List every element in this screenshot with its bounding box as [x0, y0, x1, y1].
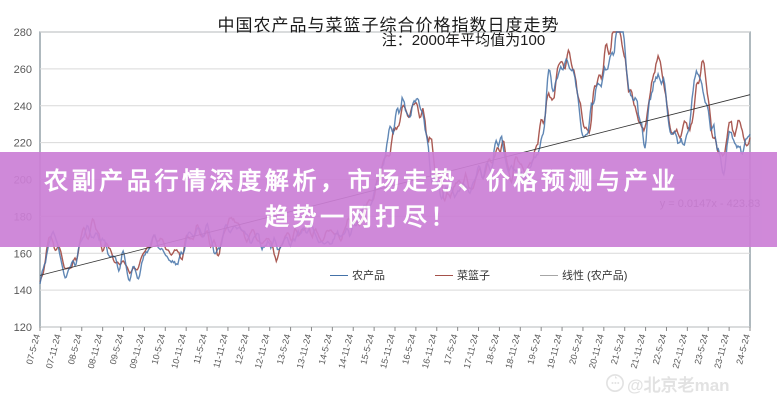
- svg-text:220: 220: [14, 138, 32, 150]
- svg-text:12-11-24: 12-11-24: [253, 333, 272, 370]
- svg-text:08-5-24: 08-5-24: [66, 333, 84, 366]
- svg-text:17-5-24: 17-5-24: [442, 333, 460, 366]
- svg-text:20-5-24: 20-5-24: [567, 333, 585, 366]
- svg-text:23-11-24: 23-11-24: [712, 333, 731, 370]
- svg-text:260: 260: [14, 64, 32, 76]
- svg-text:09-5-24: 09-5-24: [108, 333, 126, 366]
- svg-text:19-11-24: 19-11-24: [545, 333, 564, 370]
- svg-text:17-11-24: 17-11-24: [462, 333, 481, 370]
- svg-text:120: 120: [14, 322, 32, 334]
- svg-text:13-5-24: 13-5-24: [275, 333, 293, 366]
- svg-text:15-11-24: 15-11-24: [378, 333, 397, 370]
- svg-text:21-11-24: 21-11-24: [629, 333, 648, 370]
- svg-text:21-5-24: 21-5-24: [609, 333, 627, 366]
- svg-text:20-11-24: 20-11-24: [587, 333, 606, 370]
- svg-text:11-5-24: 11-5-24: [191, 333, 209, 365]
- svg-text:18-11-24: 18-11-24: [503, 333, 522, 370]
- svg-text:07-11-24: 07-11-24: [44, 333, 63, 370]
- svg-text:14-5-24: 14-5-24: [317, 333, 335, 366]
- svg-text:160: 160: [14, 248, 32, 260]
- svg-text:12-5-24: 12-5-24: [233, 333, 251, 366]
- svg-text:16-5-24: 16-5-24: [400, 333, 418, 366]
- svg-text:07-5-24: 07-5-24: [24, 333, 42, 366]
- svg-text:24-5-24: 24-5-24: [734, 333, 752, 366]
- svg-text:10-5-24: 10-5-24: [150, 333, 168, 366]
- svg-text:240: 240: [14, 101, 32, 113]
- svg-text:22-5-24: 22-5-24: [651, 333, 669, 366]
- svg-text:10-11-24: 10-11-24: [169, 333, 188, 370]
- svg-text:13-11-24: 13-11-24: [295, 333, 314, 370]
- svg-text:16-11-24: 16-11-24: [420, 333, 439, 370]
- svg-text:19-5-24: 19-5-24: [525, 333, 543, 366]
- svg-text:08-11-24: 08-11-24: [86, 333, 105, 370]
- svg-text:23-5-24: 23-5-24: [692, 333, 710, 366]
- svg-text:14-11-24: 14-11-24: [336, 333, 355, 370]
- svg-text:18-5-24: 18-5-24: [484, 333, 502, 366]
- svg-text:11-11-24: 11-11-24: [211, 333, 230, 369]
- svg-text:15-5-24: 15-5-24: [358, 333, 376, 366]
- svg-text:09-11-24: 09-11-24: [128, 333, 147, 370]
- svg-text:22-11-24: 22-11-24: [670, 333, 689, 370]
- svg-text:140: 140: [14, 285, 32, 297]
